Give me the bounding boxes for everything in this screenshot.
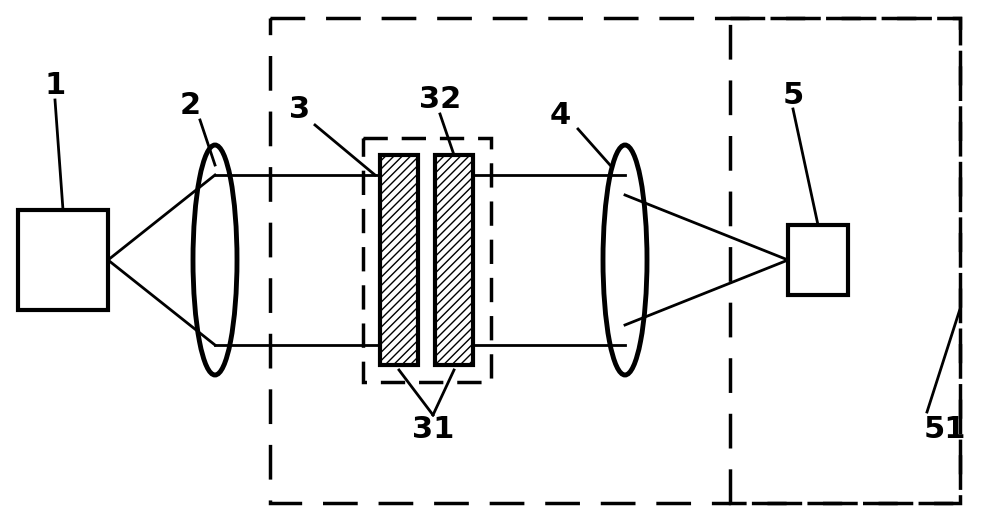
Bar [380, 155, 418, 365]
Text: 31: 31 [412, 416, 454, 444]
Bar [363, 138, 491, 382]
Text: 1: 1 [44, 70, 66, 100]
Bar [270, 18, 960, 503]
Bar [730, 18, 960, 503]
Bar [788, 225, 848, 295]
Text: 3: 3 [289, 95, 311, 125]
Bar [18, 210, 108, 310]
Text: 51: 51 [924, 416, 966, 444]
Text: 2: 2 [179, 91, 201, 119]
Text: 5: 5 [782, 81, 804, 109]
Text: 32: 32 [419, 85, 461, 115]
Bar [435, 155, 473, 365]
Text: 4: 4 [549, 101, 571, 130]
